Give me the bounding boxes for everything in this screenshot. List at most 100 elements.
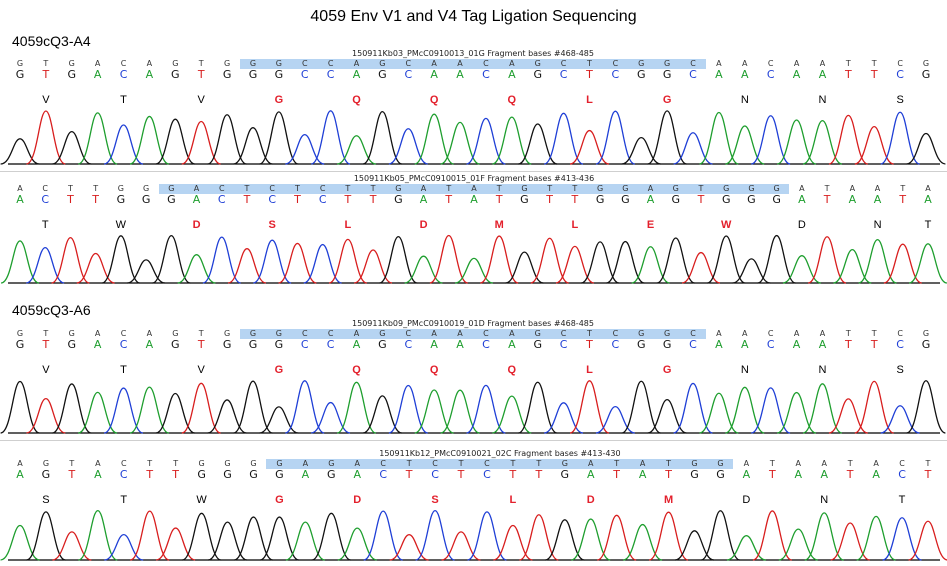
base-letter: C <box>404 68 413 81</box>
sequence-highlight <box>240 59 706 69</box>
base-letter: C <box>766 68 775 81</box>
called-base: C <box>560 329 567 338</box>
amino-acid: G <box>662 94 672 106</box>
called-base: A <box>873 459 879 468</box>
base-letter: A <box>924 193 932 206</box>
called-base: G <box>328 459 335 468</box>
called-base: G <box>672 184 679 193</box>
base-letter: C <box>217 193 226 206</box>
base-letter: G <box>378 68 387 81</box>
called-base: G <box>717 459 724 468</box>
base-letter: A <box>456 338 464 351</box>
called-base: T <box>458 459 464 468</box>
peak-T <box>883 243 922 284</box>
base-letter: A <box>94 468 102 481</box>
peak-C <box>285 380 325 434</box>
amino-acid: D <box>419 219 428 231</box>
called-base: C <box>120 59 127 68</box>
called-base: G <box>638 59 645 68</box>
called-base: C <box>42 184 49 193</box>
peak-G <box>621 380 661 434</box>
base-letter: A <box>715 68 723 81</box>
amino-acid: L <box>571 219 579 231</box>
base-letter: A <box>430 338 438 351</box>
base-letter: A <box>798 193 806 206</box>
peak-T <box>353 249 393 284</box>
base-letter: T <box>665 468 672 481</box>
base-letter: T <box>823 193 831 206</box>
amino-acid: L <box>586 364 593 376</box>
base-letter: C <box>482 68 490 81</box>
called-base: C <box>269 184 276 193</box>
called-base: C <box>380 459 386 468</box>
base-letter: A <box>470 193 478 206</box>
called-base: T <box>925 459 931 468</box>
base-letter: C <box>689 338 697 351</box>
peak-G <box>505 251 544 284</box>
peak-G <box>757 234 796 284</box>
called-base: C <box>483 329 489 338</box>
peak-C <box>595 110 636 165</box>
peak-G <box>207 521 248 561</box>
peak-A <box>833 248 872 284</box>
base-letter: C <box>898 468 906 481</box>
peak-A <box>77 391 118 434</box>
called-base: A <box>431 59 437 68</box>
peak-T <box>681 251 721 284</box>
peak-G <box>101 235 141 284</box>
called-base: C <box>327 329 334 338</box>
base-letter: G <box>67 68 77 81</box>
peak-A <box>454 257 494 284</box>
sample-label-a6: 4059cQ3-A6 <box>12 302 91 318</box>
base-letter: T <box>844 338 852 351</box>
peak-A <box>631 246 670 284</box>
base-letter: A <box>586 468 595 481</box>
base-letter: A <box>353 468 362 481</box>
peak-A <box>802 119 843 165</box>
peak-T <box>596 514 637 561</box>
amino-acid: N <box>873 219 882 231</box>
base-letter: A <box>352 338 361 351</box>
amino-acid: W <box>721 219 732 231</box>
called-base: G <box>922 329 930 338</box>
called-base: A <box>793 59 800 68</box>
base-letter: T <box>546 193 554 206</box>
called-base: G <box>172 59 179 68</box>
base-letter: C <box>559 68 568 81</box>
called-base: A <box>821 459 827 468</box>
base-letter: G <box>662 338 672 351</box>
base-letter: G <box>595 193 605 206</box>
base-letter: C <box>119 338 128 351</box>
peak-A <box>177 254 216 284</box>
peak-A <box>725 386 765 434</box>
base-letter: T <box>457 468 465 481</box>
peak-G <box>259 111 299 165</box>
called-base: A <box>716 329 722 338</box>
base-letter: G <box>67 338 77 351</box>
base-letter: T <box>613 468 621 481</box>
peak-T <box>830 522 870 561</box>
peak-A <box>0 524 40 561</box>
called-base: G <box>275 59 282 68</box>
amino-acid: V <box>197 364 205 376</box>
base-letter: G <box>15 338 25 351</box>
peak-T <box>76 252 115 284</box>
base-letter: G <box>772 193 781 206</box>
base-letter: A <box>646 193 655 206</box>
amino-acid: T <box>120 94 127 106</box>
base-letter: G <box>621 193 630 206</box>
base-letter: A <box>794 468 803 481</box>
called-base: C <box>484 459 490 468</box>
called-base: A <box>509 329 515 338</box>
peak-G <box>647 399 687 434</box>
peak-G <box>580 241 620 284</box>
amino-acid: S <box>268 219 276 231</box>
peak-A <box>725 125 765 165</box>
base-letter: C <box>896 68 904 81</box>
called-base: T <box>845 329 851 338</box>
peak-A <box>285 521 326 561</box>
base-letter: G <box>747 193 756 206</box>
base-letter: C <box>326 68 335 81</box>
peak-T <box>480 235 519 284</box>
base-letter: G <box>662 68 672 81</box>
